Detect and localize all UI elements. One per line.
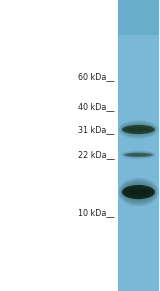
Bar bbox=[118, 0, 159, 35]
Text: 40 kDa__: 40 kDa__ bbox=[78, 102, 114, 111]
Bar bbox=[118, 0, 159, 291]
Ellipse shape bbox=[126, 189, 150, 195]
Ellipse shape bbox=[118, 178, 158, 206]
Text: 22 kDa__: 22 kDa__ bbox=[78, 150, 114, 159]
Ellipse shape bbox=[121, 150, 156, 159]
Ellipse shape bbox=[119, 121, 157, 138]
Ellipse shape bbox=[120, 181, 156, 203]
Ellipse shape bbox=[128, 154, 149, 156]
Ellipse shape bbox=[122, 184, 154, 200]
Text: 31 kDa__: 31 kDa__ bbox=[78, 125, 114, 134]
Ellipse shape bbox=[123, 125, 153, 134]
Ellipse shape bbox=[122, 125, 155, 134]
Ellipse shape bbox=[122, 151, 155, 159]
Ellipse shape bbox=[118, 120, 158, 139]
Text: 10 kDa__: 10 kDa__ bbox=[78, 208, 114, 217]
Ellipse shape bbox=[123, 185, 153, 199]
Ellipse shape bbox=[123, 151, 154, 158]
Text: 60 kDa__: 60 kDa__ bbox=[78, 73, 114, 81]
Ellipse shape bbox=[119, 179, 157, 205]
Ellipse shape bbox=[121, 123, 155, 136]
Ellipse shape bbox=[122, 124, 154, 135]
Ellipse shape bbox=[122, 185, 155, 199]
Ellipse shape bbox=[121, 182, 155, 202]
Ellipse shape bbox=[120, 122, 156, 137]
Ellipse shape bbox=[124, 152, 153, 157]
Ellipse shape bbox=[126, 127, 150, 132]
